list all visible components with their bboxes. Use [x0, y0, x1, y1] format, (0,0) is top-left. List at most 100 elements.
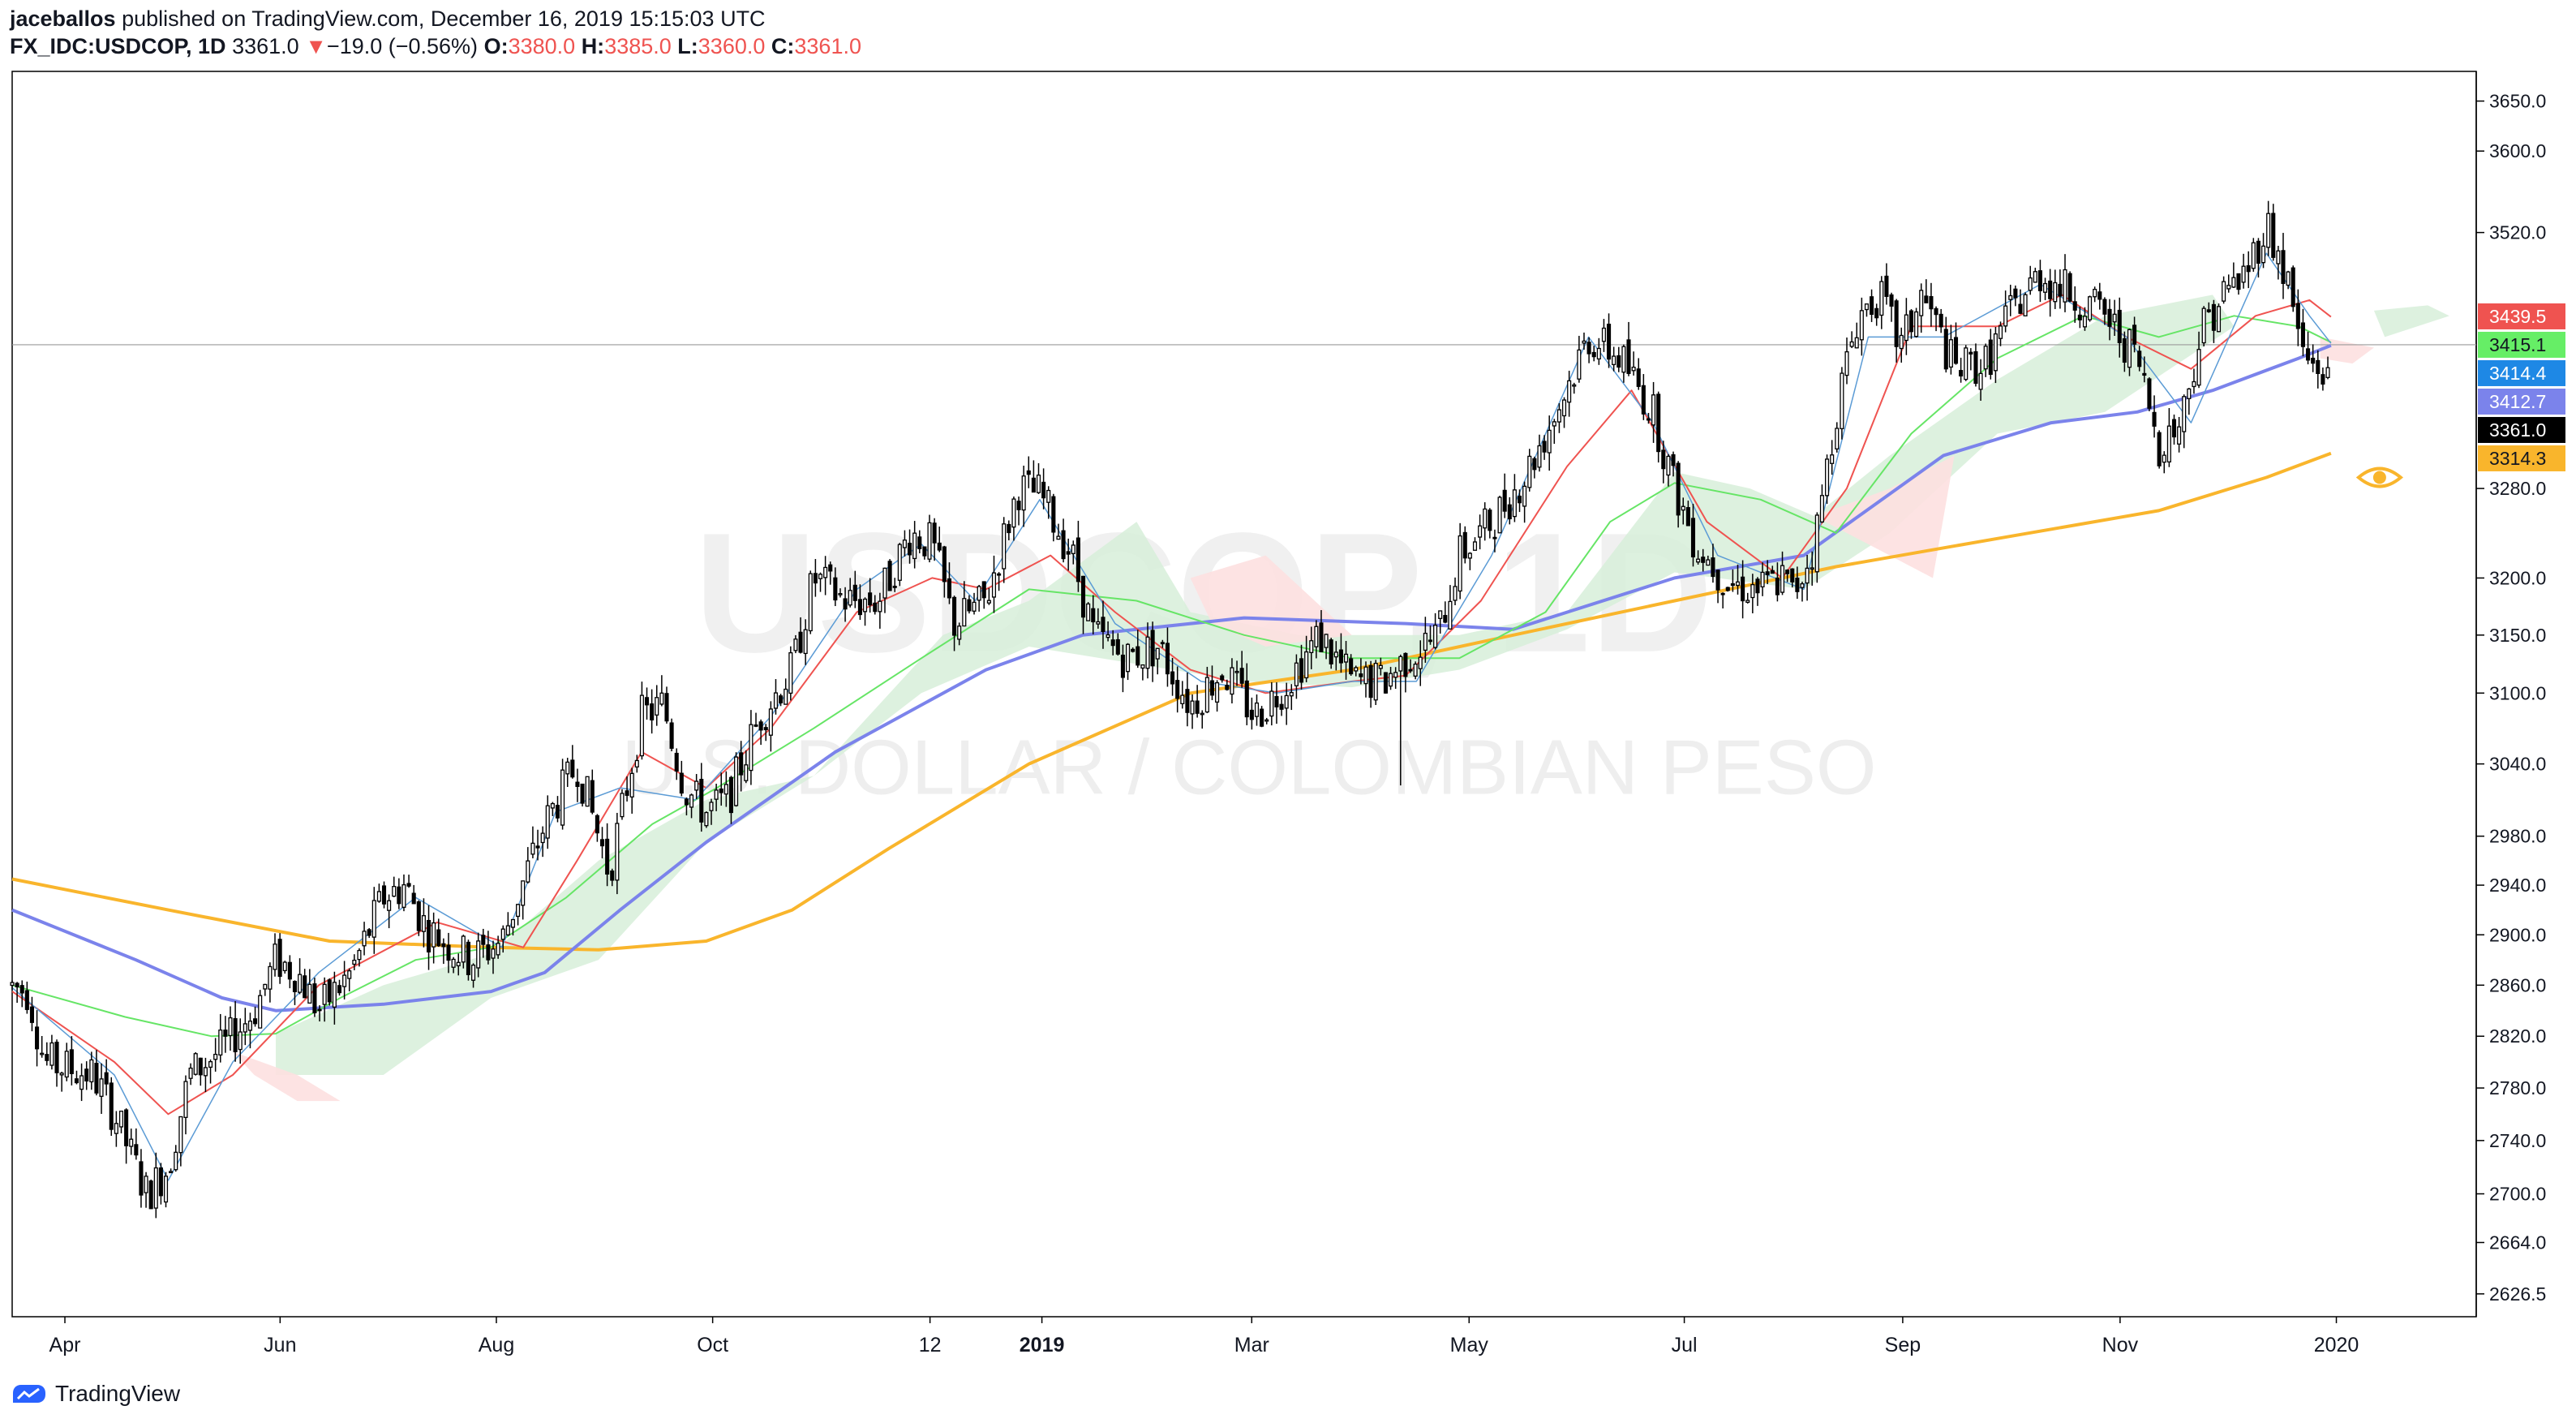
candle[interactable] [1016, 497, 1021, 526]
author-name[interactable]: jaceballos [10, 6, 116, 31]
candle[interactable] [1859, 297, 1864, 356]
candle[interactable] [1780, 551, 1785, 595]
candle[interactable] [620, 789, 625, 820]
eye-icon[interactable] [2355, 466, 2403, 488]
candle[interactable] [2058, 269, 2063, 309]
candle[interactable] [749, 710, 753, 785]
candle[interactable] [1924, 279, 1929, 303]
candle[interactable] [1849, 331, 1854, 349]
candle[interactable] [153, 1152, 158, 1219]
candle[interactable] [1953, 322, 1959, 365]
candle[interactable] [1934, 306, 1938, 332]
candle[interactable] [1830, 440, 1835, 475]
candle[interactable] [585, 776, 590, 807]
candle[interactable] [1195, 685, 1200, 718]
candle[interactable] [1101, 600, 1106, 649]
candle[interactable] [203, 1057, 208, 1093]
candle[interactable] [723, 771, 728, 807]
candle[interactable] [24, 981, 29, 1014]
candle[interactable] [416, 900, 421, 936]
candle[interactable] [927, 514, 932, 563]
candle[interactable] [798, 617, 803, 654]
candle[interactable] [1131, 647, 1136, 653]
candle[interactable] [545, 795, 550, 849]
candle[interactable] [908, 529, 912, 564]
candle[interactable] [1264, 717, 1269, 724]
candle[interactable] [1359, 658, 1363, 685]
candle[interactable] [198, 1057, 203, 1086]
candle[interactable] [263, 983, 268, 996]
candle[interactable] [258, 990, 263, 1029]
candle[interactable] [1115, 633, 1120, 656]
candle[interactable] [1289, 684, 1294, 711]
candle[interactable] [362, 922, 367, 956]
candle[interactable] [1795, 566, 1800, 600]
candle[interactable] [1770, 565, 1775, 574]
candle[interactable] [1448, 585, 1453, 630]
candle[interactable] [734, 752, 739, 807]
candle[interactable] [902, 530, 907, 557]
candle[interactable] [634, 754, 639, 773]
candle[interactable] [986, 587, 991, 605]
candle[interactable] [2216, 303, 2222, 333]
candle[interactable] [1120, 644, 1125, 693]
candle[interactable] [1453, 577, 1458, 605]
candle[interactable] [1333, 641, 1338, 671]
candle[interactable] [1239, 651, 1244, 688]
candle[interactable] [178, 1116, 183, 1167]
candle[interactable] [233, 1000, 238, 1062]
candle[interactable] [2246, 251, 2251, 289]
candle[interactable] [74, 1070, 79, 1085]
candle[interactable] [1234, 660, 1239, 686]
candle[interactable] [526, 847, 530, 883]
candle[interactable] [684, 797, 689, 816]
candle[interactable] [1304, 635, 1309, 682]
candle[interactable] [1230, 658, 1234, 704]
candle[interactable] [1061, 518, 1066, 563]
candle[interactable] [307, 969, 312, 1004]
candle[interactable] [828, 561, 833, 585]
candle[interactable] [1884, 263, 1889, 305]
candle[interactable] [2142, 356, 2147, 383]
candle[interactable] [2306, 331, 2311, 365]
candle[interactable] [2251, 238, 2256, 272]
candle[interactable] [471, 963, 476, 988]
candle[interactable] [694, 774, 699, 800]
candle[interactable] [595, 814, 599, 842]
candle[interactable] [610, 868, 615, 887]
candle[interactable] [1041, 468, 1046, 509]
candle[interactable] [878, 592, 882, 629]
candle[interactable] [114, 1111, 118, 1147]
candle[interactable] [431, 912, 436, 964]
candle[interactable] [1378, 657, 1383, 676]
candle[interactable] [1180, 681, 1185, 709]
candle[interactable] [109, 1077, 114, 1137]
candle[interactable] [1403, 652, 1408, 693]
candle[interactable] [2152, 395, 2157, 438]
candle[interactable] [139, 1149, 144, 1208]
candle[interactable] [669, 718, 674, 752]
candle[interactable] [2286, 270, 2290, 290]
candle[interactable] [1373, 660, 1378, 706]
candle[interactable] [967, 595, 972, 614]
candle[interactable] [327, 978, 332, 1006]
candle[interactable] [1066, 538, 1071, 571]
candle[interactable] [1343, 641, 1349, 680]
candle[interactable] [2182, 394, 2187, 449]
candle[interactable] [1601, 319, 1606, 352]
candle[interactable] [1299, 644, 1304, 690]
candle[interactable] [848, 578, 852, 608]
candle[interactable] [1978, 359, 1983, 401]
candle[interactable] [570, 745, 575, 779]
candle[interactable] [238, 1018, 243, 1064]
candle[interactable] [392, 876, 397, 897]
candle[interactable] [1368, 660, 1373, 708]
candle[interactable] [1502, 473, 1507, 518]
candle[interactable] [496, 935, 500, 959]
candle[interactable] [2063, 254, 2067, 312]
candle[interactable] [1269, 681, 1274, 726]
candle[interactable] [540, 826, 545, 858]
candle[interactable] [2316, 350, 2321, 389]
candle[interactable] [2067, 271, 2072, 303]
candle[interactable] [1418, 640, 1423, 686]
